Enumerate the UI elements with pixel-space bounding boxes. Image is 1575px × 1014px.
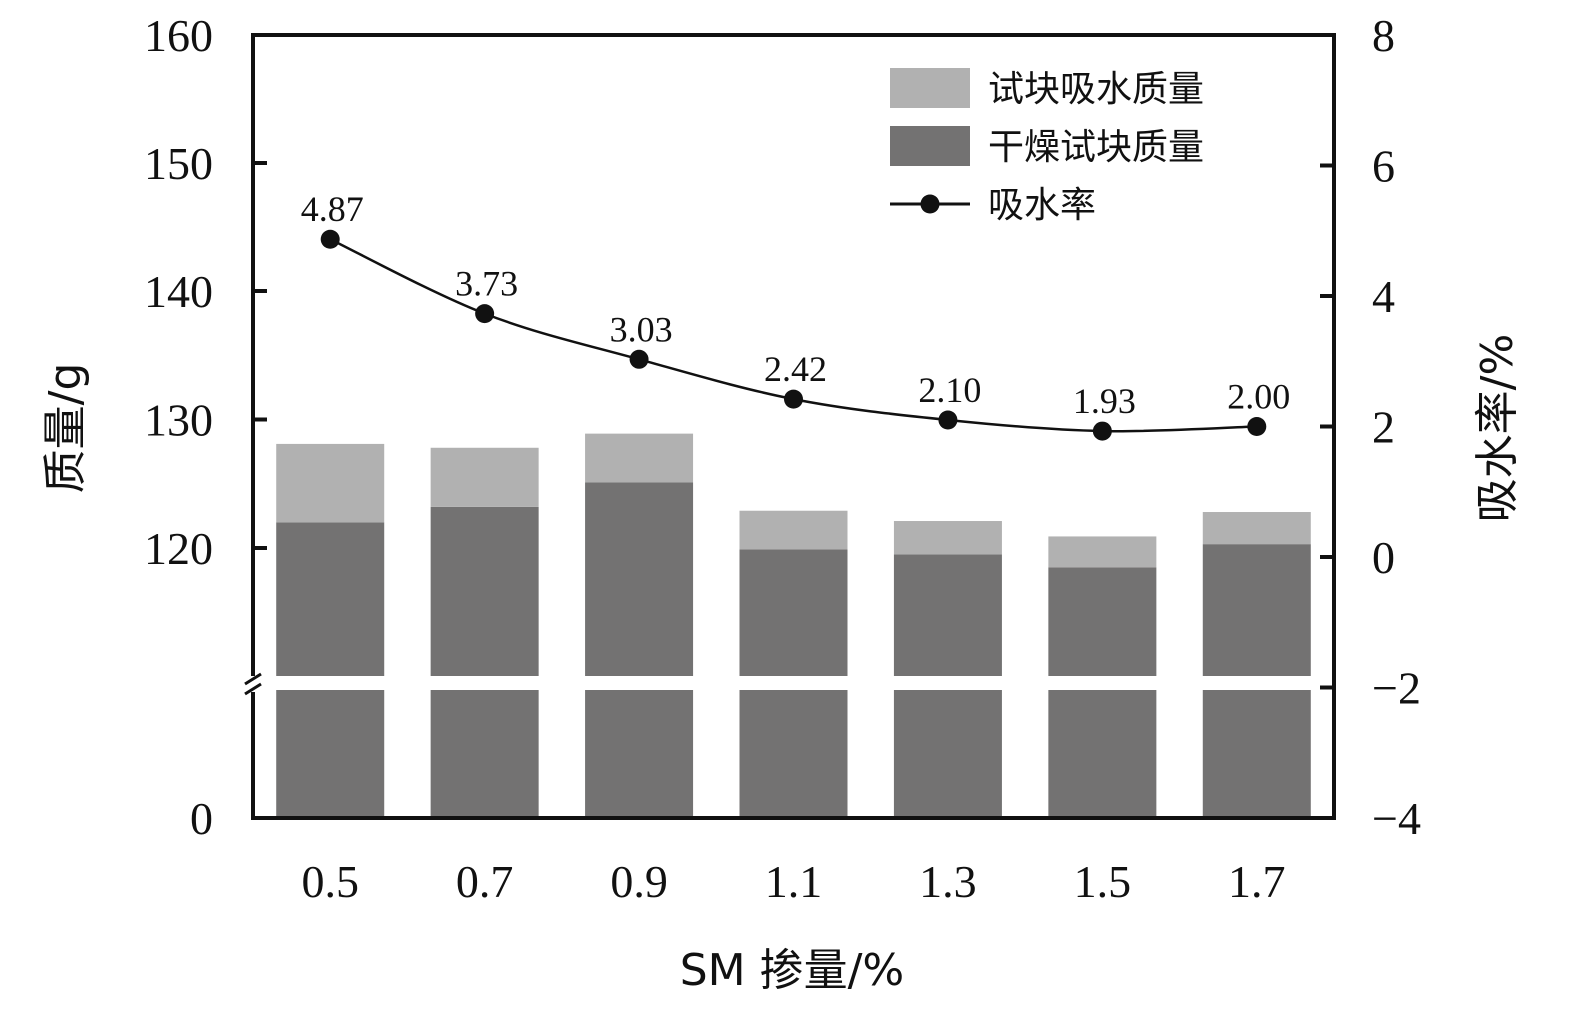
absorption-point bbox=[1092, 421, 1112, 441]
y-tick-label: 160 bbox=[144, 10, 213, 61]
absorption-point bbox=[784, 389, 803, 409]
x-tick-label: 0.7 bbox=[456, 856, 514, 907]
bar-water bbox=[276, 443, 385, 523]
legend-label-absorption: 吸水率 bbox=[988, 185, 1096, 226]
bar-dry-lower bbox=[1202, 690, 1311, 818]
y2-tick-label: 4 bbox=[1372, 271, 1395, 322]
x-tick-label: 0.5 bbox=[301, 856, 359, 907]
bar-water bbox=[1048, 536, 1157, 568]
y2-tick-label: 2 bbox=[1372, 402, 1395, 453]
legend-label-dry: 干燥试块质量 bbox=[988, 127, 1204, 168]
bar-dry-upper bbox=[1048, 567, 1157, 676]
absorption-point bbox=[938, 410, 958, 430]
bar-dry-lower bbox=[739, 690, 848, 818]
absorption-data-label: 1.93 bbox=[1073, 381, 1136, 421]
y-tick-label: 150 bbox=[144, 138, 213, 189]
absorption-point bbox=[475, 304, 495, 324]
y-tick-label: 130 bbox=[144, 395, 213, 446]
y2-tick-label: 8 bbox=[1372, 10, 1395, 61]
absorption-data-label: 4.87 bbox=[301, 189, 364, 229]
y2-tick-label: 6 bbox=[1372, 141, 1395, 192]
bar-water bbox=[585, 433, 694, 483]
y2-tick-label: −4 bbox=[1372, 793, 1421, 844]
bar-dry-lower bbox=[430, 690, 539, 818]
bar-water bbox=[739, 510, 848, 550]
bars-layer bbox=[276, 433, 1311, 818]
bar-dry-upper bbox=[1202, 544, 1311, 676]
y-tick-label: 140 bbox=[144, 266, 213, 317]
absorption-data-label: 3.73 bbox=[455, 264, 518, 304]
bar-dry-lower bbox=[276, 690, 385, 818]
absorption-data-label: 2.10 bbox=[918, 370, 981, 410]
legend-swatch-dry bbox=[890, 126, 970, 166]
y-axis-title: 质量/g bbox=[40, 363, 91, 494]
axis-break-mark bbox=[244, 682, 262, 696]
absorption-data-label: 2.00 bbox=[1227, 377, 1290, 417]
absorption-point bbox=[629, 349, 649, 369]
x-tick-label: 0.9 bbox=[610, 856, 668, 907]
bar-dry-upper bbox=[276, 522, 385, 676]
bar-water bbox=[893, 521, 1002, 555]
bar-dry-lower bbox=[1048, 690, 1157, 818]
axis-ticks: 0 120 130 140 150 160 −4 −2 0 2 4 6 8 0.5 0.7 0.9 1.1 1.3… bbox=[144, 10, 1421, 907]
bar-dry-upper bbox=[893, 554, 1002, 676]
bar-dry-lower bbox=[893, 690, 1002, 818]
legend-swatch-water bbox=[890, 68, 970, 108]
bar-dry-lower bbox=[585, 690, 694, 818]
x-tick-label: 1.1 bbox=[765, 856, 823, 907]
y2-tick-label: 0 bbox=[1372, 532, 1395, 583]
y2-axis-title: 吸水率/% bbox=[1472, 334, 1523, 523]
legend-swatch-marker bbox=[920, 194, 940, 214]
x-tick-label: 1.5 bbox=[1074, 856, 1132, 907]
bar-dry-upper bbox=[739, 549, 848, 676]
bar-dry-upper bbox=[585, 482, 694, 676]
bar-water bbox=[1202, 512, 1311, 545]
absorption-point bbox=[320, 229, 340, 249]
absorption-line-layer: 4.87 3.73 3.03 2.42 2.10 1.93 2.00 bbox=[301, 189, 1290, 441]
y-tick-label: 0 bbox=[190, 793, 213, 844]
absorption-data-label: 3.03 bbox=[610, 309, 673, 349]
x-axis-title: SM 掺量/% bbox=[680, 945, 905, 996]
legend-label-water: 试块吸水质量 bbox=[988, 69, 1204, 110]
bar-water bbox=[430, 447, 539, 507]
y-tick-label: 120 bbox=[144, 523, 213, 574]
absorption-data-label: 2.42 bbox=[764, 349, 827, 389]
axis-break-mark bbox=[244, 672, 262, 686]
y2-tick-label: −2 bbox=[1372, 663, 1421, 714]
x-tick-label: 1.7 bbox=[1228, 856, 1286, 907]
absorption-point bbox=[1247, 417, 1267, 436]
x-tick-label: 1.3 bbox=[919, 856, 977, 907]
bar-dry-upper bbox=[430, 506, 539, 676]
